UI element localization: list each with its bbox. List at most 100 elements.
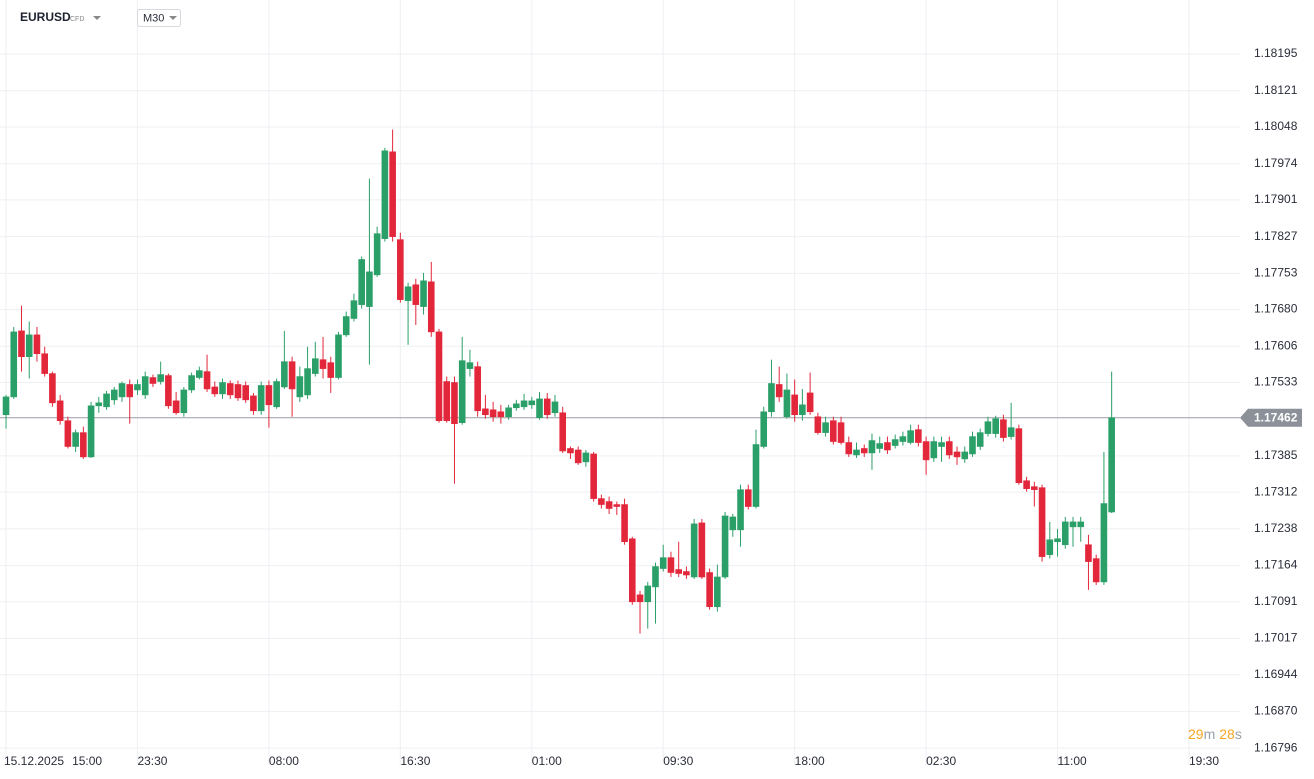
candle-body xyxy=(489,409,497,418)
candle-body xyxy=(1069,521,1077,528)
y-tick-label: 1.18048 xyxy=(1254,119,1298,133)
candle-body xyxy=(420,280,427,307)
candle-body xyxy=(381,150,389,239)
candle-body xyxy=(505,407,512,418)
candle-body xyxy=(915,429,922,443)
y-tick-label: 1.17974 xyxy=(1254,156,1298,170)
timeframe[interactable]: M30 xyxy=(143,12,164,24)
candle-body xyxy=(25,334,33,358)
candle-body xyxy=(884,442,891,451)
candle-body xyxy=(791,394,798,416)
candle-body xyxy=(474,366,481,412)
candle-body xyxy=(435,331,443,422)
candle-body xyxy=(126,384,134,398)
candle-body xyxy=(211,386,219,395)
y-tick-label: 1.17753 xyxy=(1254,266,1298,280)
y-tick-label: 1.17164 xyxy=(1254,558,1298,572)
candle-body xyxy=(1015,428,1023,484)
candle-body xyxy=(451,382,458,424)
candle-body xyxy=(335,334,342,378)
candle-body xyxy=(1000,419,1007,438)
y-tick-label: 1.16796 xyxy=(1254,740,1298,754)
candle-body xyxy=(373,233,381,276)
candle-body xyxy=(744,489,752,507)
symbol-caret[interactable] xyxy=(93,16,101,20)
x-tick-label: 15:00 xyxy=(72,754,102,768)
timeframe-button[interactable] xyxy=(137,9,181,27)
candle-body xyxy=(311,358,319,374)
candle-body xyxy=(1031,486,1038,490)
candle-body xyxy=(250,395,257,412)
candle-body xyxy=(830,420,837,442)
candle-body xyxy=(350,300,358,319)
candle-body xyxy=(196,370,203,378)
candle-body xyxy=(891,439,899,446)
candle-body xyxy=(768,383,775,413)
candle-body xyxy=(922,441,930,461)
candle-body xyxy=(1061,521,1069,546)
candle-body xyxy=(242,385,250,401)
candle-body xyxy=(203,371,211,390)
y-tick-label: 1.17901 xyxy=(1254,192,1298,206)
candle-body xyxy=(327,362,335,378)
candle-body xyxy=(1100,503,1108,583)
candle-body xyxy=(945,441,953,456)
candle-body xyxy=(443,381,451,422)
candle-body xyxy=(907,430,914,443)
candle-body xyxy=(1023,480,1030,489)
candle-body xyxy=(265,385,273,406)
candle-body xyxy=(652,566,659,588)
candle-body xyxy=(675,569,682,574)
candle-body xyxy=(342,316,350,336)
candle-body xyxy=(188,375,195,391)
candle-body xyxy=(56,400,64,422)
candle-body xyxy=(1046,539,1054,555)
candle-body xyxy=(860,448,868,454)
candle-body xyxy=(837,422,845,443)
candle-body xyxy=(273,381,280,408)
x-tick-label: 11:00 xyxy=(1058,754,1087,768)
candle-body xyxy=(257,385,265,412)
countdown-minutes-unit: m xyxy=(1204,726,1216,742)
candle-body xyxy=(141,376,149,396)
candle-body xyxy=(876,443,884,449)
candle-body xyxy=(497,411,505,418)
candle-body xyxy=(389,151,396,237)
candle-body xyxy=(466,362,474,369)
candle-body xyxy=(180,389,188,414)
timeframe-caret[interactable] xyxy=(169,16,177,20)
candle-body xyxy=(1077,521,1085,528)
y-tick-label: 1.17017 xyxy=(1254,631,1298,645)
candle-body xyxy=(1007,427,1015,437)
date-label: 15.12.2025 xyxy=(4,754,64,768)
candle-body xyxy=(87,405,95,458)
candle-body xyxy=(49,373,56,404)
candle-body xyxy=(636,594,644,603)
header: EURUSD CFD M30 xyxy=(20,9,181,27)
y-tick-label: 1.18195 xyxy=(1254,46,1298,60)
y-tick-label: 1.17680 xyxy=(1254,302,1298,316)
y-tick-label: 1.17385 xyxy=(1254,448,1298,462)
candle-body xyxy=(976,432,984,447)
candle-body xyxy=(683,571,690,576)
candle-body xyxy=(482,408,489,416)
y-tick-label: 1.17533 xyxy=(1254,375,1298,389)
candle-body xyxy=(10,331,18,398)
label-layer: 1.18195 1.18121 1.18048 1.17974 1.17901 1.178… xyxy=(4,46,1302,768)
candle-body xyxy=(296,376,304,398)
y-tick-label: 1.16944 xyxy=(1254,667,1298,681)
x-tick-label: 16:30 xyxy=(400,754,430,768)
candle-body xyxy=(969,436,976,455)
candle-body xyxy=(412,284,420,305)
candle-body xyxy=(567,448,574,454)
candle-body xyxy=(644,585,652,603)
candle-body xyxy=(95,402,103,407)
y-tick-label: 1.16870 xyxy=(1254,704,1298,718)
candle-body xyxy=(845,442,853,455)
candle-body xyxy=(358,259,365,305)
candle-body xyxy=(737,489,744,531)
candle-body xyxy=(157,374,164,382)
candle-body xyxy=(806,392,814,413)
symbol[interactable]: EURUSD xyxy=(20,10,71,24)
